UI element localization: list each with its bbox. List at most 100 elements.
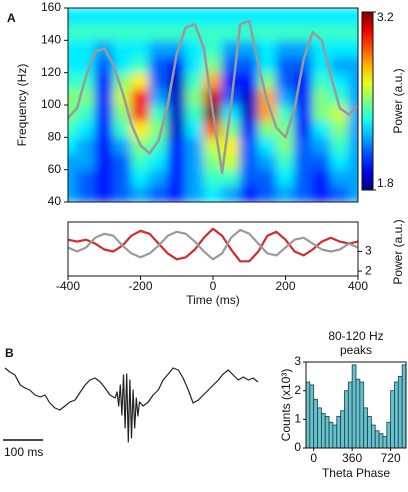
heatmap-cell (94, 88, 114, 106)
heatmap-cell (275, 169, 296, 187)
heatmap-cell (203, 23, 223, 41)
heatmap-cell (68, 39, 78, 57)
heatmap-cell (76, 153, 96, 171)
heatmap-cell (330, 8, 350, 25)
heatmap-cell (76, 185, 96, 202)
heatmap-cell (348, 136, 358, 154)
heatmap (68, 8, 358, 202)
colorbar-tick-label: 3.2 (377, 10, 394, 24)
heatmap-cell (257, 120, 277, 138)
heatmap-cell (76, 104, 96, 122)
heatmap-cell (76, 8, 96, 25)
heatmap-cell (239, 185, 259, 202)
y2-tick-label: 3 (365, 244, 372, 258)
heatmap-cell (203, 169, 223, 187)
x-axis-label: Theta Phase (322, 466, 390, 480)
heatmap-cell (312, 8, 332, 25)
y2-tick-label: 2 (365, 263, 372, 277)
heatmap-cell (312, 185, 332, 202)
heatmap-cell (68, 169, 78, 187)
heatmap-cell (221, 153, 241, 171)
heatmap-cell (185, 39, 205, 57)
heatmap-cell (348, 104, 358, 122)
heatmap-cell (221, 72, 241, 90)
heatmap-cell (167, 169, 187, 187)
heatmap-cell (257, 56, 277, 74)
heatmap-cell (275, 88, 296, 106)
heatmap-cell (68, 185, 78, 202)
heatmap-cell (112, 169, 132, 187)
histogram-bar (324, 416, 330, 449)
histogram-bar (328, 421, 334, 449)
heatmap-cell (94, 72, 114, 90)
heatmap-cell (76, 23, 96, 41)
histogram-bar (390, 390, 395, 449)
histogram-bar (370, 424, 376, 449)
y-tick-label: 3 (294, 354, 301, 368)
heatmap-cell (348, 153, 358, 171)
histogram-bar (320, 413, 326, 449)
heatmap-cell (167, 88, 187, 106)
heatmap-cell (330, 153, 350, 171)
heatmap-cell (294, 153, 314, 171)
histogram-bar (340, 410, 345, 449)
x-tick-label: 0 (210, 279, 217, 293)
heatmap-cell (330, 169, 350, 187)
heatmap-cell (275, 136, 296, 154)
panel-label: B (5, 346, 14, 360)
heatmap-cell (185, 120, 205, 138)
y-axis-label: Counts (x10³) (279, 369, 293, 442)
heatmap-cell (203, 88, 223, 106)
heatmap-cell (221, 120, 241, 138)
heatmap-cell (112, 23, 132, 41)
heatmap-cell (275, 8, 296, 25)
heatmap-cell (76, 120, 96, 138)
heatmap-cell (68, 88, 78, 106)
heatmap-cell (294, 185, 314, 202)
heatmap-cell (348, 88, 358, 106)
heatmap-cell (94, 104, 114, 122)
heatmap-cell (112, 39, 132, 57)
heatmap-cell (68, 153, 78, 171)
histogram-bar (344, 390, 349, 449)
histogram-bar (317, 407, 322, 449)
heatmap-cell (130, 88, 151, 106)
heatmap-cell (149, 8, 169, 25)
histogram-bar (313, 398, 318, 449)
heatmap-cell (275, 23, 296, 41)
heatmap-cell (149, 88, 169, 106)
heatmap-cell (185, 88, 205, 106)
y-tick-label: 120 (41, 65, 61, 79)
heatmap-cell (312, 120, 332, 138)
heatmap-cell (330, 136, 350, 154)
heatmap-cell (312, 104, 332, 122)
heatmap-cell (330, 185, 350, 202)
heatmap-cell (312, 23, 332, 41)
heatmap-cell (348, 72, 358, 90)
colorbar-tick-label: 1.8 (377, 176, 394, 190)
heatmap-cell (112, 88, 132, 106)
heatmap-cell (185, 104, 205, 122)
heatmap-cell (130, 153, 151, 171)
heatmap-cell (94, 185, 114, 202)
y-tick-label: 0 (294, 440, 301, 454)
y-tick-label: 60 (48, 162, 62, 176)
heatmap-cell (294, 136, 314, 154)
heatmap-cell (149, 120, 169, 138)
scale-bar-label: 100 ms (4, 445, 43, 459)
heatmap-cell (239, 169, 259, 187)
x-tick-label: -200 (128, 279, 152, 293)
heatmap-cell (294, 120, 314, 138)
y-tick-label: 40 (48, 194, 62, 208)
histogram-bar (394, 381, 399, 449)
x-axis-label: Time (ms) (186, 293, 240, 307)
heatmap-cell (203, 153, 223, 171)
heatmap-cell (312, 88, 332, 106)
heatmap-cell (149, 72, 169, 90)
heatmap-cell (167, 56, 187, 74)
x-tick-label: 400 (348, 279, 368, 293)
heatmap-cell (130, 104, 151, 122)
heatmap-cell (312, 136, 332, 154)
heatmap-cell (76, 136, 96, 154)
